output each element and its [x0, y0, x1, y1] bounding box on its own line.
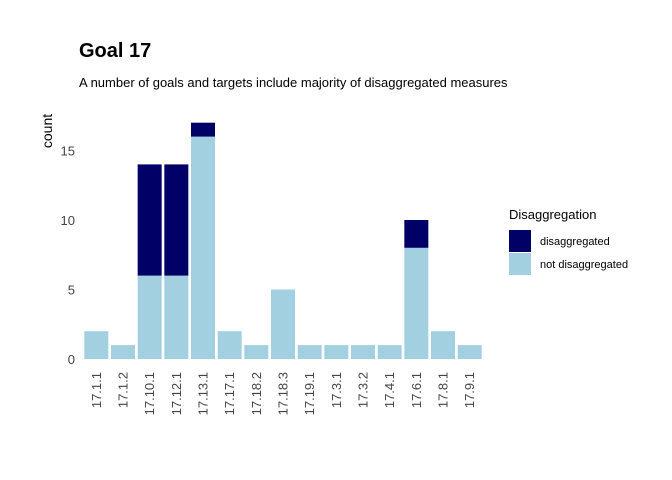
x-tick-label: 17.1.1: [89, 372, 104, 408]
y-tick-label: 15: [61, 144, 75, 159]
x-tick-label: 17.3.2: [356, 372, 371, 408]
x-tick-label: 17.12.1: [169, 372, 184, 415]
bar-segment: [191, 136, 215, 359]
bar-segment: [244, 345, 269, 359]
bar-segment: [191, 122, 215, 137]
x-tick-label: 17.18.2: [249, 372, 264, 415]
bar-segment: [84, 331, 109, 359]
legend-label: not disaggregated: [540, 259, 628, 271]
bar-segment: [271, 289, 295, 359]
bar-segment: [351, 345, 375, 359]
x-tick-label: 17.10.1: [142, 372, 157, 415]
x-tick-label: 17.3.1: [329, 372, 344, 408]
legend-swatch: [509, 230, 531, 252]
x-tick-label: 17.13.1: [196, 372, 211, 415]
legend-swatch: [509, 253, 531, 275]
bar-segment: [404, 247, 429, 359]
bar-segment: [111, 345, 135, 359]
bar-segment: [164, 275, 189, 359]
y-tick-label: 10: [61, 213, 75, 228]
legend-title: Disaggregation: [509, 207, 596, 222]
y-axis-ticks: 0 5 10 15: [61, 144, 75, 368]
bar-segment: [431, 331, 455, 359]
x-tick-label: 17.9.1: [462, 372, 477, 408]
bars: [84, 122, 482, 359]
bar-segment: [377, 345, 402, 359]
bar-segment: [137, 164, 162, 276]
x-tick-label: 17.18.3: [276, 372, 291, 415]
y-tick-label: 5: [68, 283, 75, 298]
bar-segment: [457, 345, 482, 359]
bar-segment: [297, 345, 322, 359]
bar-segment: [217, 331, 242, 359]
bar-segment: [164, 164, 189, 276]
x-tick-label: 17.1.2: [116, 372, 131, 408]
x-tick-label: 17.8.1: [436, 372, 451, 408]
x-tick-label: 17.19.1: [302, 372, 317, 415]
legend-label: disaggregated: [540, 236, 610, 248]
legend: Disaggregation disaggregated not disaggre…: [509, 207, 628, 275]
bar-segment: [324, 345, 349, 359]
x-tick-label: 17.4.1: [382, 372, 397, 408]
y-axis-title: count: [39, 114, 55, 148]
bar-segment: [404, 220, 429, 248]
x-tick-label: 17.6.1: [409, 372, 424, 408]
x-tick-label: 17.17.1: [222, 372, 237, 415]
bar-segment: [137, 275, 162, 359]
x-axis-ticks: 17.1.1 17.1.2 17.10.1 17.12.1 17.13.1 17.17.1…: [89, 372, 477, 415]
y-tick-label: 0: [68, 352, 75, 367]
chart-subtitle: A number of goals and targets include ma…: [79, 75, 508, 90]
chart-title: Goal 17: [79, 40, 151, 62]
